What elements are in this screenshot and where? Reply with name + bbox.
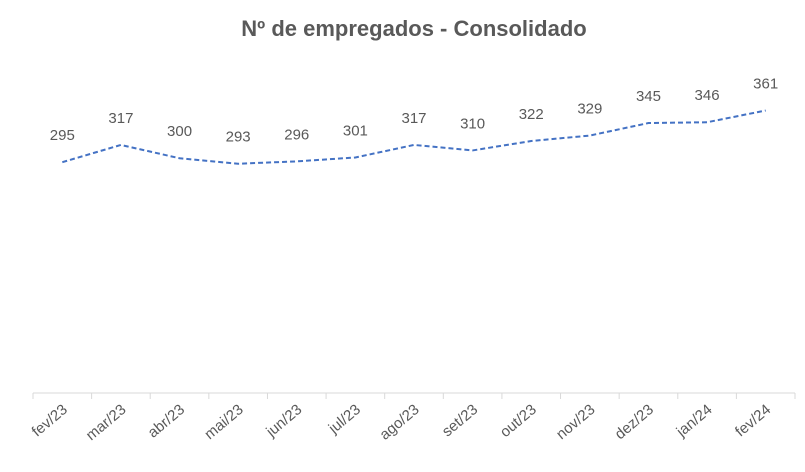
data-label: 310 xyxy=(460,115,485,132)
x-tick-label: set/23 xyxy=(439,401,481,440)
data-label: 329 xyxy=(577,101,602,118)
data-label: 317 xyxy=(108,110,133,127)
x-tick-label: jun/23 xyxy=(262,401,305,441)
data-label: 296 xyxy=(284,126,309,143)
chart-title: Nº de empregados - Consolidado xyxy=(241,16,586,41)
data-label: 361 xyxy=(753,75,778,92)
data-label: 322 xyxy=(519,106,544,123)
data-label: 300 xyxy=(167,123,192,140)
x-tick-label: fev/24 xyxy=(732,401,774,440)
data-line xyxy=(62,109,766,165)
x-tick-label: dez/23 xyxy=(612,401,657,443)
x-tick-label: ago/23 xyxy=(376,401,422,444)
data-label: 345 xyxy=(636,88,661,105)
x-tick-label: abr/23 xyxy=(145,401,189,441)
x-tick-label: jan/24 xyxy=(673,401,716,441)
data-label: 346 xyxy=(695,87,720,104)
x-tick-label: fev/23 xyxy=(29,401,71,440)
x-tick-label: mai/23 xyxy=(201,401,246,443)
data-label: 301 xyxy=(343,122,368,139)
data-label: 295 xyxy=(50,127,75,144)
data-label: 293 xyxy=(226,129,251,146)
data-label: 317 xyxy=(401,110,426,127)
x-tick-label: out/23 xyxy=(497,401,540,441)
x-tick-label: mar/23 xyxy=(83,401,130,444)
x-tick-label: jul/23 xyxy=(325,401,364,438)
x-tick-label: nov/23 xyxy=(553,401,598,443)
